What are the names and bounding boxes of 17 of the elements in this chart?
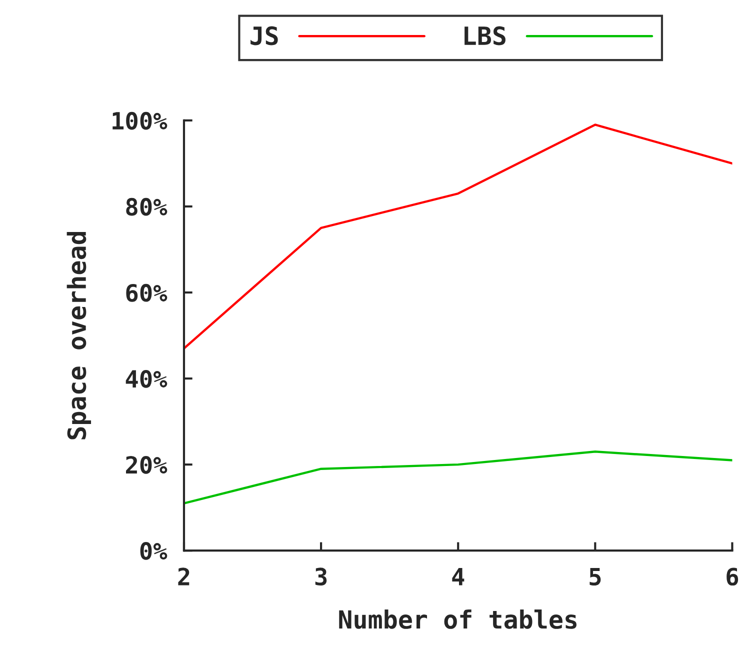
line-series — [184, 124, 732, 350]
y-tick-label: 40% — [126, 370, 168, 388]
x-axis-title: Number of tables — [339, 610, 576, 629]
line-series — [184, 450, 732, 504]
y-axis-title: Space overhead — [66, 232, 92, 440]
x-tick-label: 2 — [178, 568, 190, 586]
x-tick-label: 3 — [315, 568, 327, 586]
legend-label: LBS — [464, 26, 506, 46]
x-tick-label: 5 — [590, 568, 601, 586]
y-tick-label: 20% — [126, 456, 168, 474]
y-tick-label: 0% — [140, 542, 168, 560]
y-tick-label: 60% — [126, 284, 168, 302]
y-tick-label: 100% — [112, 112, 168, 130]
x-tick-label: 6 — [726, 568, 738, 586]
x-tick-label: 4 — [452, 568, 464, 586]
legend-label: JS — [250, 26, 278, 46]
y-tick-label: 80% — [126, 198, 168, 216]
